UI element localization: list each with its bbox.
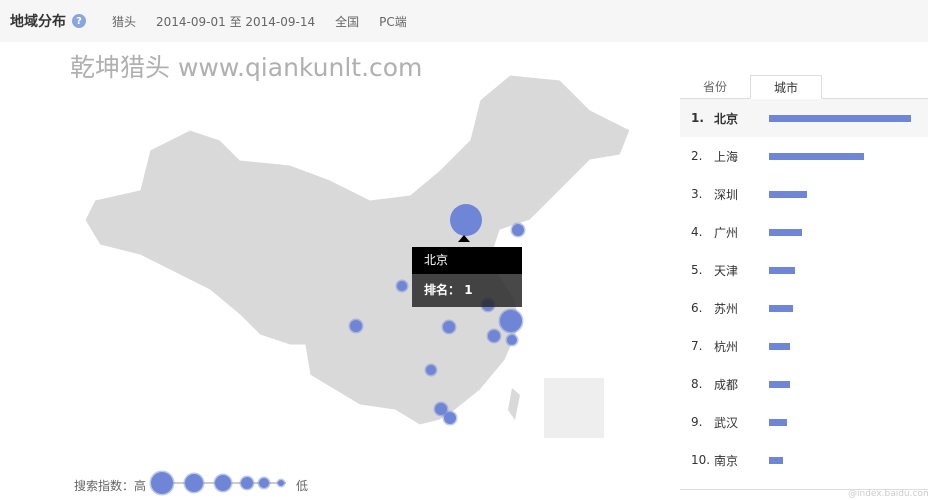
source-credit: @index.baidu.com [848, 489, 928, 499]
city-bubble[interactable] [486, 328, 502, 344]
city-name: 北京 [714, 111, 739, 126]
legend-low: 低 [296, 478, 309, 493]
city-bubble[interactable] [450, 204, 482, 236]
value-bar [769, 228, 802, 236]
city-bubble[interactable] [498, 308, 524, 334]
tab-city[interactable]: 城市 [750, 75, 822, 99]
value-bar [769, 418, 788, 426]
rank: 9. [691, 415, 703, 429]
ranking-row[interactable]: 9. 武汉 [680, 403, 928, 441]
city-bubble[interactable] [395, 279, 409, 293]
value-bar [769, 456, 784, 464]
legend-bubble [183, 472, 205, 494]
rank: 7. [691, 339, 703, 353]
rank: 10. [691, 453, 711, 467]
value-bar [769, 266, 795, 274]
city-name: 武汉 [714, 415, 739, 430]
city-bubble[interactable] [442, 410, 458, 426]
ranking-row[interactable]: 4. 广州 [680, 213, 928, 251]
keyword: 猎头 [112, 14, 137, 29]
taiwan [508, 388, 520, 420]
legend-bubble [257, 476, 271, 490]
tab-province[interactable]: 省份 [702, 80, 727, 94]
value-bar [769, 114, 911, 122]
ranking-row[interactable]: 7. 杭州 [680, 327, 928, 365]
city-bubble[interactable] [510, 222, 526, 238]
question-icon[interactable]: ? [72, 14, 86, 28]
city-name: 天津 [714, 263, 739, 278]
legend: 搜索指数：高 低 [74, 470, 308, 500]
legend-bubble [149, 470, 175, 496]
legend-scale [149, 470, 287, 496]
ranking-row[interactable]: 10. 南京 [680, 441, 928, 479]
city-name: 苏州 [714, 301, 739, 316]
ranking-row[interactable]: 6. 苏州 [680, 289, 928, 327]
ranking-row[interactable]: 1. 北京 [680, 99, 928, 137]
city-name: 上海 [714, 149, 739, 164]
rank: 6. [691, 301, 703, 315]
watermark: 乾坤猎头 www.qiankunlt.com [70, 53, 423, 82]
ranking-row[interactable]: 5. 天津 [680, 251, 928, 289]
date-range: 2014-09-01 至 2014-09-14 [156, 14, 316, 29]
map-tooltip: 北京 排名： 1 [412, 235, 522, 307]
city-bubble[interactable] [505, 333, 519, 347]
tooltip-rank: 排名： 1 [412, 274, 522, 307]
page-title: 地域分布 [10, 14, 66, 30]
rank: 8. [691, 377, 703, 391]
city-bubble[interactable] [424, 363, 438, 377]
value-bar [769, 304, 794, 312]
legend-bubble [276, 478, 286, 488]
value-bar [769, 190, 808, 198]
city-name: 广州 [714, 225, 739, 240]
city-bubble[interactable] [348, 318, 364, 334]
region: 全国 [335, 14, 360, 29]
tabs: 省份 城市 [680, 74, 928, 99]
city-bubble[interactable] [441, 319, 457, 335]
ranking-row[interactable]: 2. 上海 [680, 137, 928, 175]
china-map [84, 74, 631, 438]
city-name: 深圳 [714, 187, 739, 202]
rank: 3. [691, 187, 703, 201]
city-name: 成都 [714, 377, 739, 392]
city-name: 杭州 [714, 339, 739, 354]
value-bar [769, 152, 865, 160]
rank-value: 1 [464, 283, 473, 297]
legend-label: 搜索指数：高 [74, 478, 147, 493]
rank: 5. [691, 263, 703, 277]
rank-label: 排名： [424, 283, 461, 297]
ranking-row[interactable]: 3. 深圳 [680, 175, 928, 213]
tooltip-arrow [458, 235, 470, 242]
legend-bubble [213, 473, 233, 493]
ranking-row[interactable]: 8. 成都 [680, 365, 928, 403]
south-sea-inset [544, 378, 604, 438]
value-bar [769, 342, 791, 350]
city-name: 南京 [714, 453, 739, 468]
rank: 1. [691, 111, 704, 125]
ranking-panel: 省份 城市 1. 北京 2. 上海 3. 深圳 4. 广州 5. 天津 6. 苏州 7. 杭州 8. 成都 9.… [680, 74, 928, 479]
city-bubble[interactable] [433, 401, 449, 417]
tooltip-city: 北京 [412, 247, 522, 274]
rank: 4. [691, 225, 703, 239]
divider [680, 489, 928, 490]
rank: 2. [691, 149, 703, 163]
value-bar [769, 380, 791, 388]
platform: PC端 [379, 14, 407, 29]
header: 地域分布 ? 猎头 2014-09-01 至 2014-09-14 全国 PC端 [0, 0, 928, 42]
china-outline [84, 74, 631, 426]
legend-bubble [239, 475, 255, 491]
